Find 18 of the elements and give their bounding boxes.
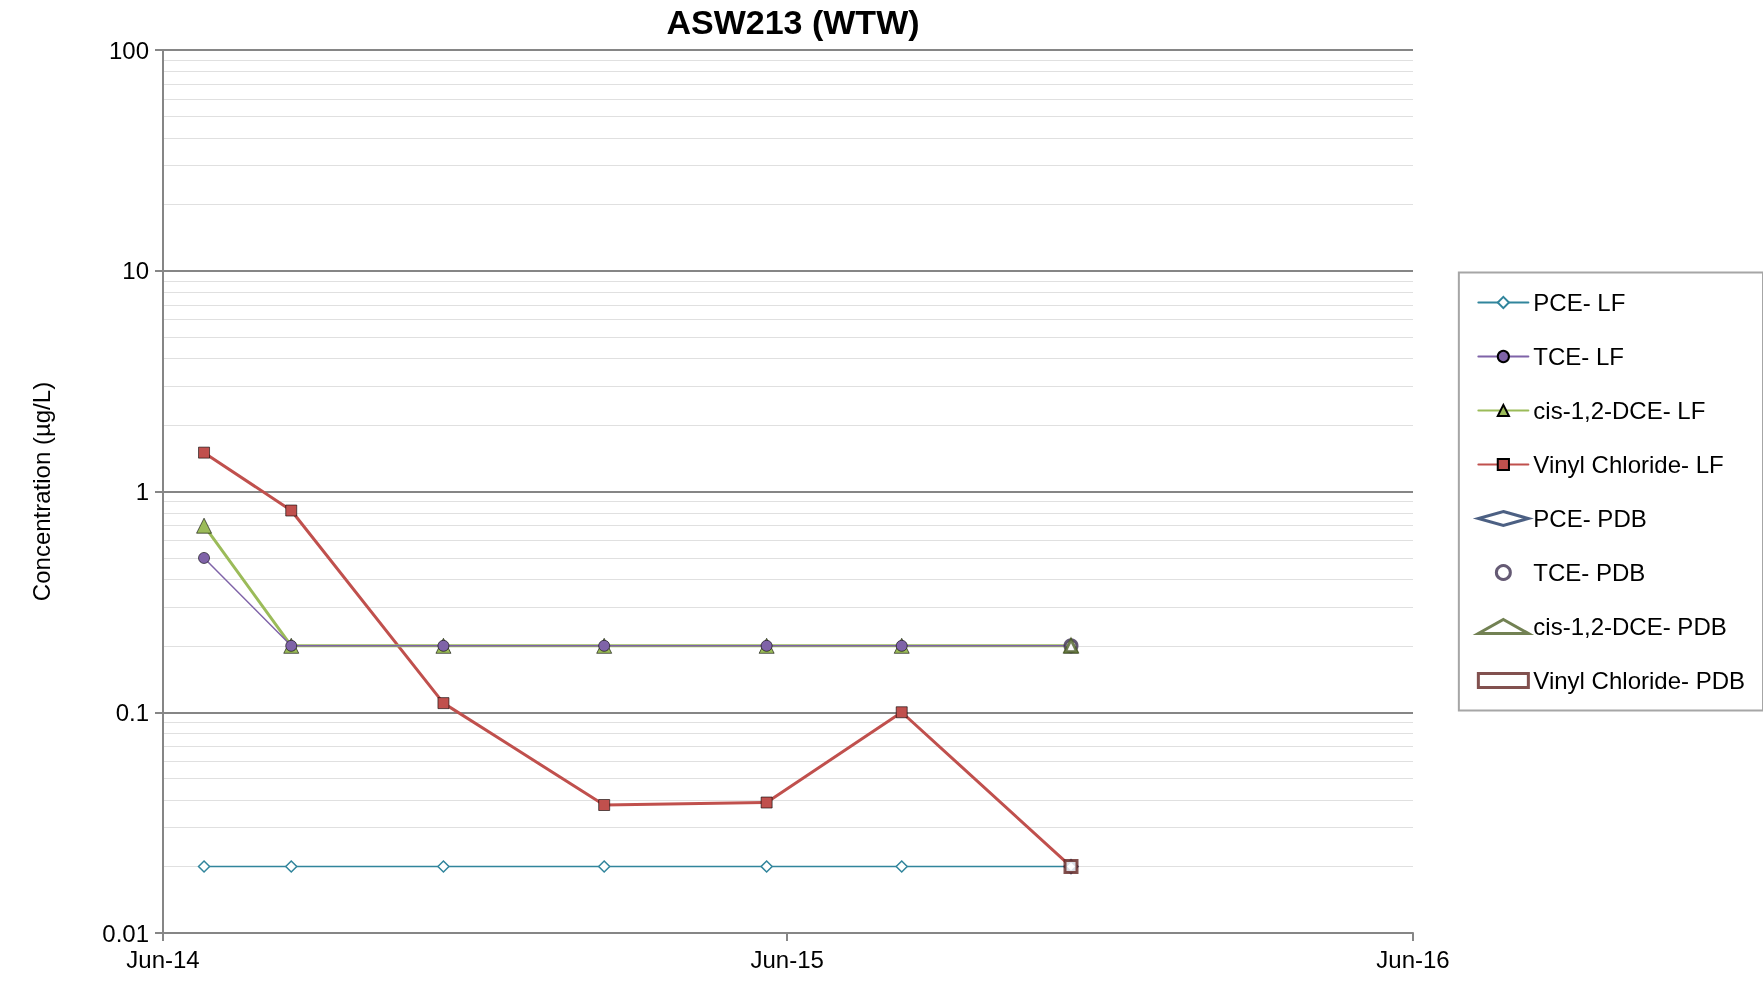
chart-title: ASW213 (WTW) [666,3,920,41]
legend-label: TCE- LF [1533,343,1625,370]
legend-label: Vinyl Chloride- LF [1533,451,1724,478]
legend-label: cis-1,2-DCE- PDB [1533,613,1727,640]
y-tick-label: 0.1 [115,698,149,726]
x-tick-label: Jun-15 [750,945,824,973]
y-tick-label: 1 [135,478,149,505]
legend-label: PCE- PDB [1533,505,1647,532]
legend-label: cis-1,2-DCE- LF [1533,397,1706,424]
x-tick-label: Jun-16 [1376,945,1450,973]
y-axis-title: Concentration (µg/L) [27,381,55,602]
y-tick-label: 10 [122,257,149,285]
x-tick-label: Jun-14 [126,945,200,973]
y-tick-label: 100 [108,36,149,64]
legend-label: TCE- PDB [1533,559,1646,586]
y-tick-label: 0.01 [102,919,149,947]
legend-label: PCE- LF [1533,289,1626,316]
legend-label: Vinyl Chloride- PDB [1533,667,1745,694]
